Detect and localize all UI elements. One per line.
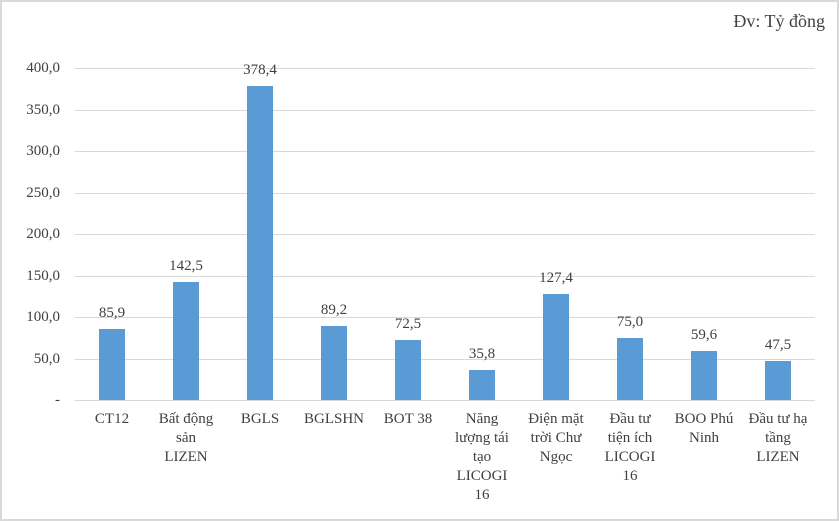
bar-value-label: 47,5 — [764, 336, 792, 353]
unit-label: Đv: Tỷ đồng — [733, 11, 825, 31]
y-gridline — [75, 234, 815, 235]
bar — [247, 85, 273, 400]
x-category-label: BOT 38 — [383, 411, 433, 427]
bar — [543, 294, 569, 400]
y-tick-label: 200,0 — [26, 226, 60, 242]
bar — [395, 339, 421, 400]
bar-value-label: 35,8 — [468, 346, 496, 363]
x-category-label: CT12 — [94, 411, 130, 427]
x-category-label: Năng lượng tái tạo LICOGI 16 — [455, 411, 509, 503]
y-gridline — [75, 400, 815, 401]
y-tick-label: 150,0 — [26, 267, 60, 284]
x-category-label: Đầu tư tiện ích LICOGI 16 — [604, 411, 656, 484]
bar-value-label: 378,4 — [243, 61, 277, 78]
y-tick-label: 100,0 — [26, 309, 60, 325]
y-gridline — [75, 68, 815, 69]
y-tick-label: 50,0 — [33, 350, 60, 367]
bar-value-label: 59,6 — [690, 326, 718, 343]
bar-value-label: 85,9 — [98, 304, 126, 321]
y-gridline — [75, 109, 815, 111]
bar — [321, 325, 347, 400]
y-tick-label: 400,0 — [26, 60, 60, 76]
bar — [691, 350, 717, 400]
x-category-label: Bất động sản LIZEN — [158, 411, 214, 465]
bar-value-label: 72,5 — [394, 315, 422, 332]
y-tick-label: 350,0 — [26, 101, 60, 118]
x-category-label: BOO Phú Ninh — [674, 411, 734, 446]
y-gridline — [75, 317, 815, 318]
bar — [765, 360, 791, 400]
bar — [173, 281, 199, 400]
y-gridline — [75, 358, 815, 360]
x-category-label: BGLS — [240, 411, 280, 427]
x-category-label: BGLSHN — [303, 411, 364, 427]
bar-value-label: 127,4 — [539, 270, 573, 287]
y-tick-label: - — [55, 392, 60, 408]
bar — [617, 337, 643, 400]
bar-value-label: 142,5 — [169, 257, 203, 274]
x-category-label: Điện mặt trời Chư Ngọc — [528, 411, 584, 465]
x-category-label: Đầu tư hạ tầng LIZEN — [748, 411, 808, 465]
y-gridline — [75, 275, 815, 277]
y-gridline — [75, 151, 815, 152]
bar-value-label: 75,0 — [616, 313, 644, 330]
bar — [469, 370, 495, 400]
bar-value-label: 89,2 — [320, 301, 348, 318]
y-tick-label: 300,0 — [26, 143, 60, 159]
y-tick-label: 250,0 — [26, 184, 60, 201]
bar — [99, 328, 125, 400]
y-gridline — [75, 192, 815, 194]
